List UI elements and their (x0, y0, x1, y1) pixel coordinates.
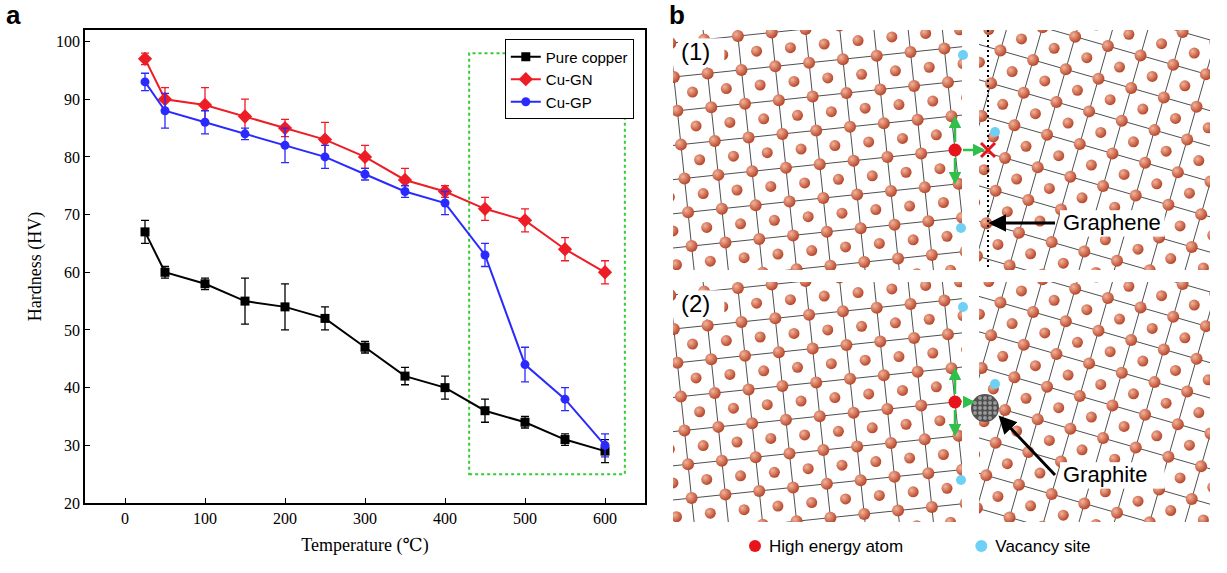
svg-text:20: 20 (64, 495, 80, 512)
svg-text:High energy atom: High energy atom (769, 537, 903, 556)
svg-text:100: 100 (56, 33, 80, 50)
svg-text:Graphite: Graphite (1063, 462, 1147, 487)
svg-text:500: 500 (513, 510, 537, 527)
svg-text:Hardness (HV): Hardness (HV) (25, 212, 46, 321)
svg-text:b: b (669, 0, 685, 30)
svg-text:Cu-GN: Cu-GN (546, 71, 593, 88)
svg-text:Cu-GP: Cu-GP (546, 94, 592, 111)
svg-text:60: 60 (64, 264, 80, 281)
svg-text:300: 300 (353, 510, 377, 527)
svg-text:90: 90 (64, 91, 80, 108)
html-text:a: a (6, 0, 21, 30)
svg-text:(1): (1) (681, 38, 710, 65)
svg-text:Temperature (℃): Temperature (℃) (301, 535, 428, 556)
svg-text:80: 80 (64, 149, 80, 166)
svg-text:400: 400 (433, 510, 457, 527)
svg-text:Vacancy site: Vacancy site (995, 537, 1090, 556)
svg-text:100: 100 (193, 510, 217, 527)
svg-text:Graphene: Graphene (1063, 210, 1161, 235)
svg-text:600: 600 (593, 510, 617, 527)
svg-text:70: 70 (64, 206, 80, 223)
svg-text:0: 0 (121, 510, 129, 527)
svg-text:(2): (2) (681, 290, 710, 317)
svg-text:30: 30 (64, 437, 80, 454)
svg-text:Pure copper: Pure copper (546, 49, 628, 66)
svg-text:40: 40 (64, 379, 80, 396)
svg-text:50: 50 (64, 322, 80, 339)
svg-text:200: 200 (273, 510, 297, 527)
